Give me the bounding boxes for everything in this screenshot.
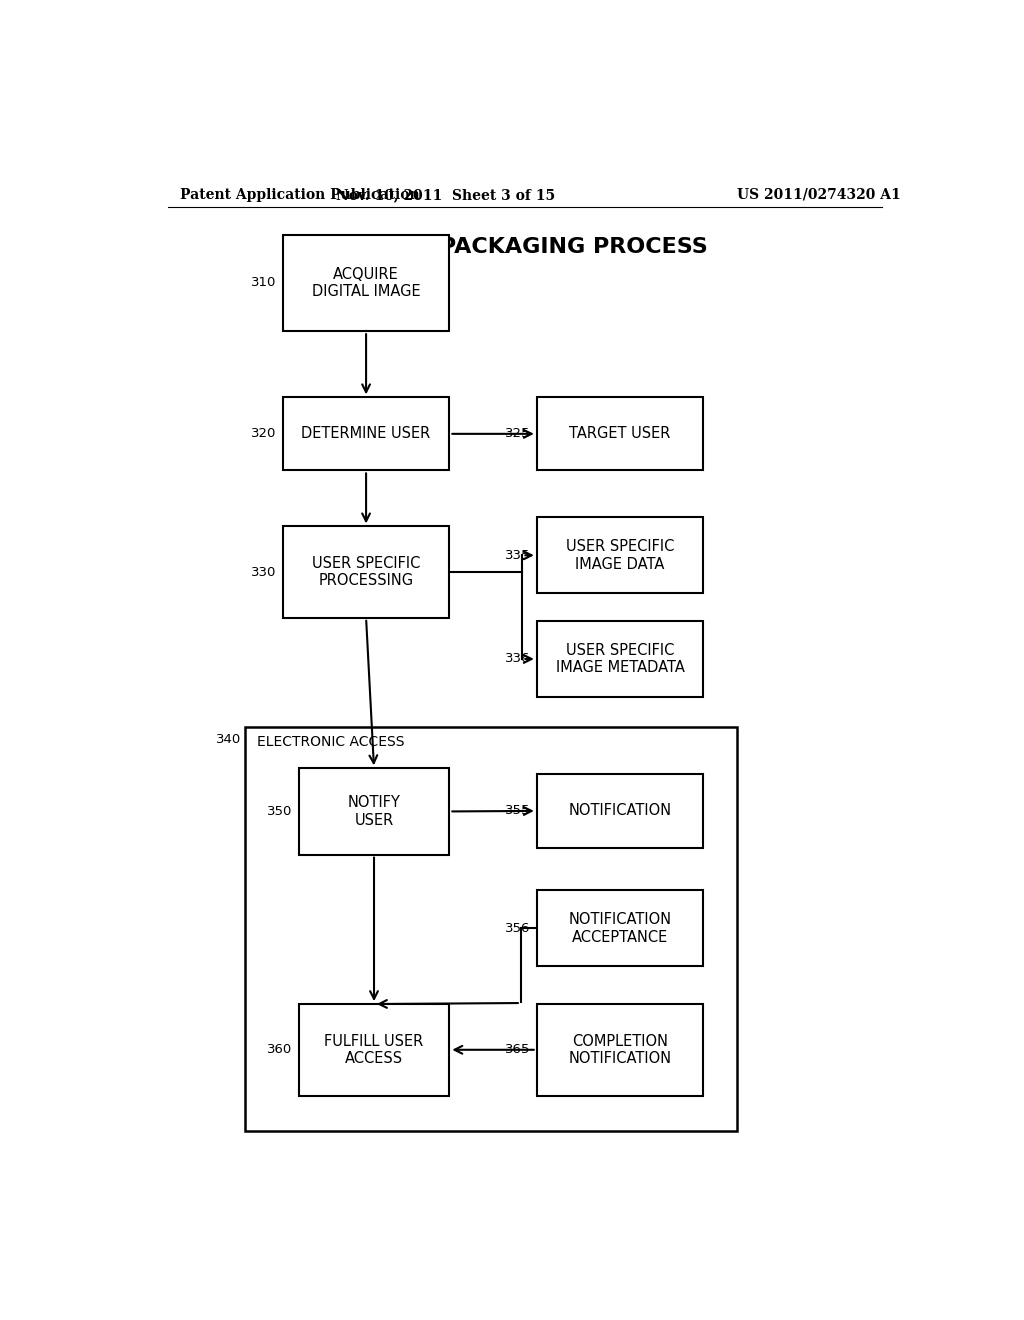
Text: NOTIFY
USER: NOTIFY USER bbox=[347, 795, 400, 828]
Text: US 2011/0274320 A1: US 2011/0274320 A1 bbox=[736, 187, 900, 202]
Text: 360: 360 bbox=[267, 1043, 292, 1056]
Text: 320: 320 bbox=[251, 428, 276, 441]
FancyBboxPatch shape bbox=[283, 527, 450, 618]
Text: 365: 365 bbox=[505, 1043, 530, 1056]
FancyBboxPatch shape bbox=[283, 397, 450, 470]
Text: 350: 350 bbox=[267, 805, 292, 818]
Text: 340: 340 bbox=[216, 734, 242, 746]
Text: 356: 356 bbox=[505, 921, 530, 935]
Text: 355: 355 bbox=[505, 804, 530, 817]
Text: ELECTRONIC ACCESS: ELECTRONIC ACCESS bbox=[257, 735, 404, 748]
Text: 310: 310 bbox=[251, 276, 276, 289]
Text: DETERMINE USER: DETERMINE USER bbox=[301, 426, 431, 441]
FancyBboxPatch shape bbox=[537, 775, 703, 847]
Text: NOTIFICATION: NOTIFICATION bbox=[568, 804, 672, 818]
Text: ACQUIRE
DIGITAL IMAGE: ACQUIRE DIGITAL IMAGE bbox=[311, 267, 421, 300]
Text: NOTIFICATION
ACCEPTANCE: NOTIFICATION ACCEPTANCE bbox=[568, 912, 672, 945]
FancyBboxPatch shape bbox=[246, 726, 737, 1131]
Text: USER SPECIFIC
PROCESSING: USER SPECIFIC PROCESSING bbox=[312, 556, 420, 589]
Text: Nov. 10, 2011  Sheet 3 of 15: Nov. 10, 2011 Sheet 3 of 15 bbox=[336, 187, 555, 202]
FancyBboxPatch shape bbox=[537, 890, 703, 966]
Text: FULFILL USER
ACCESS: FULFILL USER ACCESS bbox=[325, 1034, 424, 1067]
Text: COMPLETION
NOTIFICATION: COMPLETION NOTIFICATION bbox=[568, 1034, 672, 1067]
Text: Patent Application Publication: Patent Application Publication bbox=[179, 187, 419, 202]
Text: 335: 335 bbox=[505, 549, 530, 562]
FancyBboxPatch shape bbox=[283, 235, 450, 331]
Text: USER SPECIFIC
IMAGE DATA: USER SPECIFIC IMAGE DATA bbox=[566, 539, 674, 572]
Text: 336: 336 bbox=[505, 652, 530, 665]
FancyBboxPatch shape bbox=[299, 1005, 450, 1096]
Text: 330: 330 bbox=[251, 565, 276, 578]
Text: USER SPECIFIC
IMAGE METADATA: USER SPECIFIC IMAGE METADATA bbox=[556, 643, 684, 675]
FancyBboxPatch shape bbox=[537, 1005, 703, 1096]
FancyBboxPatch shape bbox=[537, 517, 703, 594]
FancyBboxPatch shape bbox=[299, 768, 450, 854]
FancyBboxPatch shape bbox=[537, 397, 703, 470]
Text: 325: 325 bbox=[505, 428, 530, 441]
Text: TARGET USER: TARGET USER bbox=[569, 426, 671, 441]
Text: FIG. 3 - PACKAGING PROCESS: FIG. 3 - PACKAGING PROCESS bbox=[342, 236, 708, 257]
FancyBboxPatch shape bbox=[537, 620, 703, 697]
